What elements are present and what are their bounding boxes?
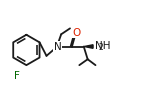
Text: F: F [14,71,19,81]
Text: 2: 2 [99,43,104,52]
Text: O: O [72,27,80,38]
Text: N: N [54,42,62,51]
Polygon shape [85,45,93,48]
Text: NH: NH [95,41,111,51]
